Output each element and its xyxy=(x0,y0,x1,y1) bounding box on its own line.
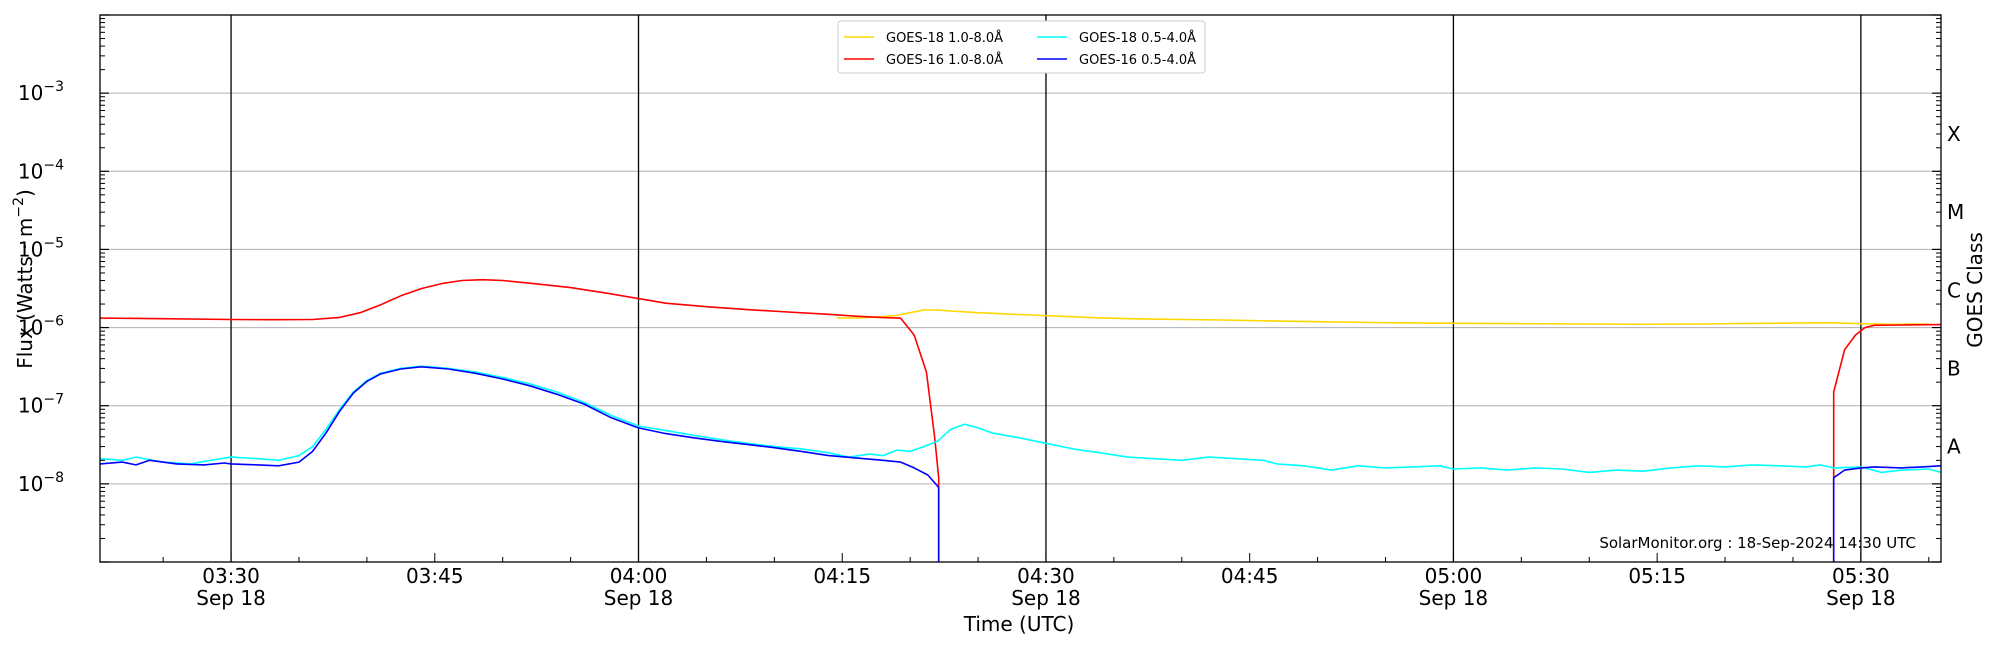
legend-entry: GOES-16 1.0-8.0Å xyxy=(886,52,1003,68)
goes-class-label: C xyxy=(1947,278,1961,302)
legend-entry: GOES-18 0.5-4.0Å xyxy=(1079,30,1196,46)
x-tick-time: 03:45 xyxy=(406,564,464,588)
y-tick-label: 10−8 xyxy=(18,470,64,496)
series-line xyxy=(836,309,1929,326)
y-tick-exponent: −8 xyxy=(43,470,64,486)
goes-class-label: M xyxy=(1947,200,1964,224)
x-tick-date: Sep 18 xyxy=(1011,586,1081,610)
y-tick-base: 10 xyxy=(18,394,43,418)
y-tick-exponent: −6 xyxy=(43,314,64,330)
y-tick-base: 10 xyxy=(18,237,43,261)
legend-entry: GOES-18 1.0-8.0Å xyxy=(886,30,1003,46)
x-tick-time: 05:30 xyxy=(1832,564,1890,588)
series-line xyxy=(1832,323,1942,562)
y-tick-exponent: −4 xyxy=(43,157,64,173)
series-line xyxy=(1832,465,1942,562)
x-axis-label: Time (UTC) xyxy=(963,612,1075,636)
y-tick-exponent: −5 xyxy=(43,235,64,251)
y-tick-base: 10 xyxy=(18,159,43,183)
axes xyxy=(99,14,1942,563)
legend: GOES-18 1.0-8.0Å GOES-16 1.0-8.0Å GOES-18 … xyxy=(837,20,1206,74)
y-tick-label: 10−6 xyxy=(18,314,64,340)
x-tick-time: 04:30 xyxy=(1017,564,1075,588)
x-tick-time: 04:00 xyxy=(610,564,668,588)
legend-box xyxy=(837,20,1206,74)
x-tick-time: 05:15 xyxy=(1628,564,1686,588)
goes-class-label: X xyxy=(1947,122,1961,146)
credit-text: SolarMonitor.org : 18-Sep-2024 14:30 UTC xyxy=(1599,534,1916,552)
series-line xyxy=(99,365,940,562)
y-tick-base: 10 xyxy=(18,81,43,105)
y-tick-exponent: −7 xyxy=(43,392,64,408)
series-line xyxy=(99,278,940,562)
x-tick-time: 05:00 xyxy=(1425,564,1483,588)
y-axis-label-exponent: −2 xyxy=(11,197,27,218)
y-axis-label-main: Flux (Watts · m xyxy=(13,218,37,369)
goes-class-axis-label: GOES Class xyxy=(1963,232,1987,348)
x-tick-date: Sep 18 xyxy=(1826,586,1896,610)
y-tick-label: 10−4 xyxy=(18,157,64,183)
legend-entry: GOES-16 0.5-4.0Å xyxy=(1079,52,1196,68)
x-tick-time: 03:30 xyxy=(202,564,260,588)
y-axis-label-close: ) xyxy=(13,189,37,197)
x-tick-time: 04:45 xyxy=(1221,564,1279,588)
y-axis-label: Flux (Watts · m−2) xyxy=(11,189,37,369)
y-tick-base: 10 xyxy=(18,316,43,340)
plot-frame xyxy=(99,14,1942,563)
y-tick-exponent: −3 xyxy=(43,79,64,95)
x-tick-date: Sep 18 xyxy=(1419,586,1489,610)
y-tick-label: 10−7 xyxy=(18,392,64,418)
y-tick-base: 10 xyxy=(18,472,43,496)
x-tick-time: 04:15 xyxy=(813,564,871,588)
goes-class-label: B xyxy=(1947,356,1961,380)
data-series xyxy=(99,278,1942,562)
time-marker-lines xyxy=(230,15,1862,562)
x-tick-date: Sep 18 xyxy=(196,586,266,610)
y-tick-label: 10−3 xyxy=(18,79,64,105)
grid-lines xyxy=(100,92,1941,485)
x-tick-date: Sep 18 xyxy=(604,586,674,610)
y-tick-label: 10−5 xyxy=(18,235,64,261)
goes-class-label: A xyxy=(1947,435,1961,459)
